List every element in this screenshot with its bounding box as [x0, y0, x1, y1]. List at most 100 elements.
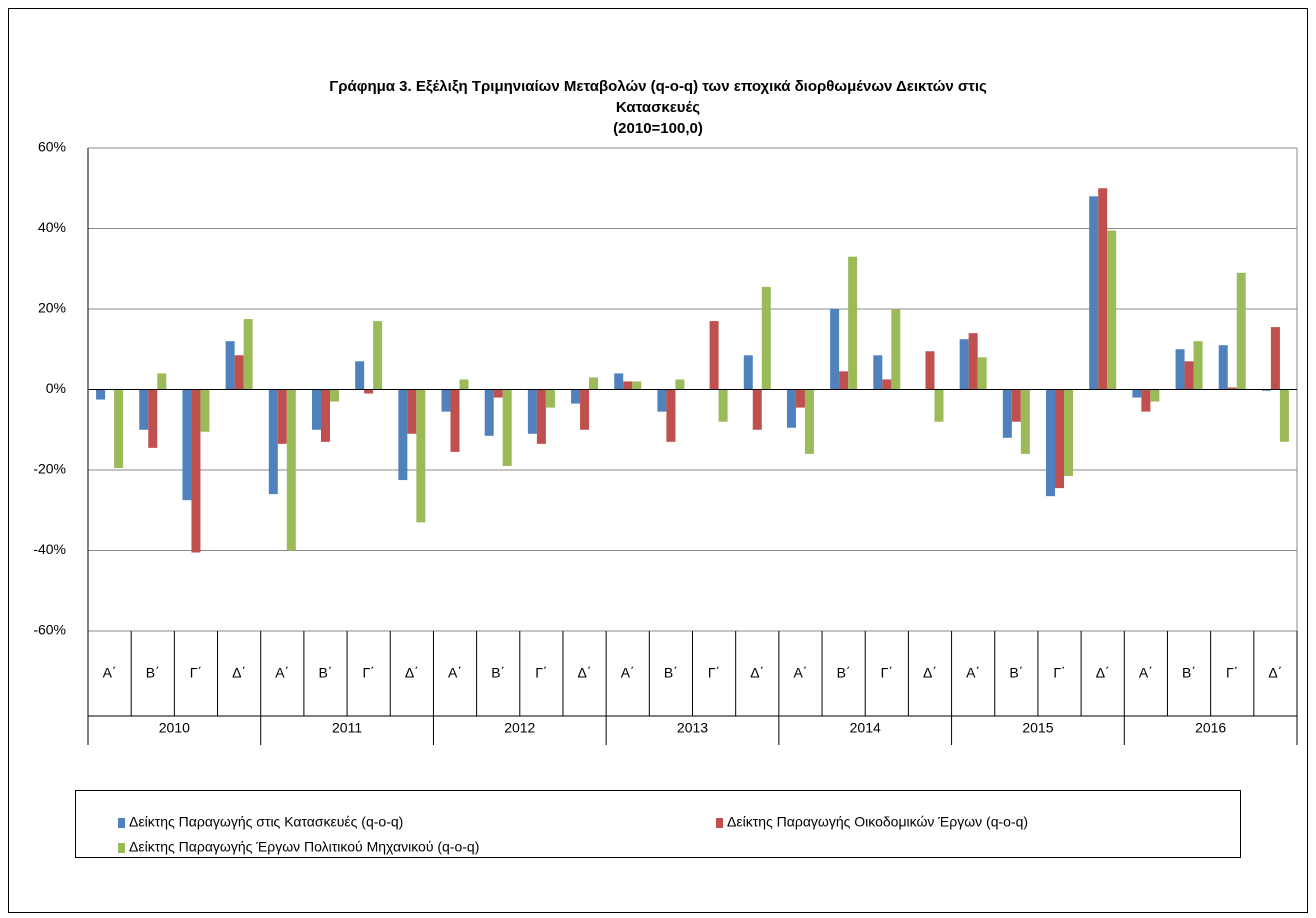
bar — [450, 389, 460, 452]
bar — [1089, 196, 1099, 390]
x-tick-label: Α΄ — [103, 665, 117, 681]
bar — [234, 355, 244, 390]
y-tick-label: 60% — [38, 139, 66, 155]
bar — [1011, 389, 1021, 422]
x-tick-label: Γ΄ — [362, 665, 374, 681]
bar — [1175, 349, 1185, 390]
bar — [502, 389, 512, 466]
legend-swatch — [118, 843, 125, 853]
bar — [407, 389, 417, 434]
bar — [959, 339, 969, 390]
bar — [580, 389, 590, 430]
bar — [200, 389, 210, 432]
bar — [329, 389, 339, 402]
bar — [752, 389, 762, 430]
legend-swatch — [118, 818, 125, 828]
bar — [243, 319, 253, 390]
x-tick-label: Δ΄ — [1096, 665, 1110, 681]
x-tick-label: Α΄ — [793, 665, 807, 681]
bar — [925, 351, 935, 390]
y-tick-label: -60% — [33, 622, 66, 638]
x-tick-label: Β΄ — [146, 665, 160, 681]
legend-swatch — [716, 818, 723, 828]
bar — [1193, 341, 1203, 390]
legend-label: Δείκτης Παραγωγής Έργων Πολιτικού Μηχανι… — [129, 839, 479, 855]
chart-title: (2010=100,0) — [613, 120, 703, 137]
bar — [804, 389, 814, 454]
y-tick-label: 20% — [38, 300, 66, 316]
bar — [571, 389, 581, 404]
bar — [1132, 389, 1142, 398]
bar — [493, 389, 503, 398]
x-tick-label: Β΄ — [491, 665, 505, 681]
bar — [934, 389, 944, 422]
bar — [1184, 361, 1194, 390]
bar — [657, 389, 667, 412]
bar — [1046, 389, 1056, 497]
x-tick-label: Δ΄ — [750, 665, 764, 681]
y-tick-label: 40% — [38, 219, 66, 235]
group-label: 2010 — [159, 720, 190, 736]
group-label: 2013 — [677, 720, 708, 736]
chart-border — [8, 8, 1308, 913]
x-tick-label: Δ΄ — [232, 665, 246, 681]
bar — [191, 389, 201, 553]
bar — [1055, 389, 1065, 489]
bar — [873, 355, 883, 390]
x-tick-label: Γ΄ — [190, 665, 202, 681]
bar — [364, 389, 374, 394]
y-tick-label: -20% — [33, 461, 66, 477]
bar — [1141, 389, 1151, 412]
bar — [795, 389, 805, 408]
bar — [355, 361, 365, 390]
bar — [311, 389, 321, 430]
group-label: 2015 — [1022, 720, 1053, 736]
x-tick-label: Γ΄ — [881, 665, 893, 681]
bar — [320, 389, 330, 442]
chart-title: Γράφημα 3. Εξέλιξη Τριμηνιαίων Μεταβολών… — [329, 78, 987, 95]
x-tick-label: Γ΄ — [1226, 665, 1238, 681]
bar — [527, 389, 537, 434]
x-tick-label: Δ΄ — [405, 665, 419, 681]
bar — [891, 309, 901, 390]
bar — [761, 286, 771, 390]
legend-box — [75, 790, 1241, 858]
legend-label: Δείκτης Παραγωγής στις Κατασκευές (q-o-q… — [129, 814, 403, 830]
bar — [614, 373, 624, 390]
bar — [1064, 389, 1074, 477]
bar — [589, 377, 599, 390]
bar — [709, 321, 719, 390]
bar — [398, 389, 408, 481]
bar — [459, 379, 469, 390]
bar — [148, 389, 158, 448]
bar — [882, 379, 892, 390]
legend-label: Δείκτης Παραγωγής Οικοδομικών Έργων (q-o… — [727, 814, 1028, 830]
bar — [182, 389, 192, 501]
x-tick-label: Α΄ — [1139, 665, 1153, 681]
bar — [139, 389, 149, 430]
bar — [1279, 389, 1289, 442]
x-tick-label: Β΄ — [664, 665, 678, 681]
bar — [848, 256, 858, 390]
x-tick-label: Γ΄ — [535, 665, 547, 681]
y-tick-label: 0% — [46, 380, 66, 396]
bar — [743, 355, 753, 390]
bar — [623, 381, 633, 390]
bar — [536, 389, 546, 444]
bar — [1098, 188, 1108, 390]
bar — [225, 341, 235, 390]
bar — [1270, 327, 1280, 390]
bar — [268, 389, 278, 495]
bar — [675, 379, 685, 390]
x-tick-label: Δ΄ — [923, 665, 937, 681]
bar — [157, 373, 167, 390]
x-tick-label: Α΄ — [448, 665, 462, 681]
bar — [373, 321, 383, 390]
x-tick-label: Α΄ — [621, 665, 635, 681]
bar — [839, 371, 849, 390]
x-tick-label: Β΄ — [837, 665, 851, 681]
x-tick-label: Γ΄ — [708, 665, 720, 681]
x-tick-label: Β΄ — [1009, 665, 1023, 681]
y-tick-label: -40% — [33, 541, 66, 557]
